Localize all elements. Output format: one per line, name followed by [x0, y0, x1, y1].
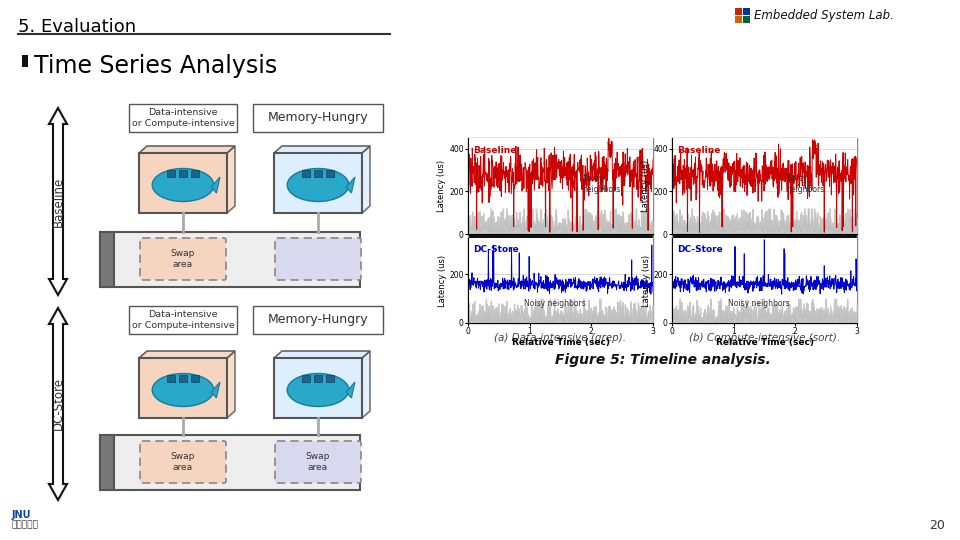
Bar: [129, 104, 237, 132]
Ellipse shape: [153, 374, 214, 407]
Bar: [672, 234, 857, 238]
Text: Baseline: Baseline: [678, 146, 721, 154]
FancyBboxPatch shape: [275, 238, 361, 280]
Text: Baseline: Baseline: [52, 177, 64, 227]
Y-axis label: Latency (us): Latency (us): [438, 160, 446, 212]
Ellipse shape: [287, 374, 348, 407]
Bar: [139, 358, 227, 418]
Bar: [253, 306, 383, 334]
Bar: [314, 170, 322, 177]
Bar: [326, 375, 334, 382]
Text: (a) Data-intensive (grep).: (a) Data-intensive (grep).: [494, 333, 627, 343]
Bar: [191, 375, 199, 382]
Text: Swap
area: Swap area: [171, 453, 195, 472]
Text: Data-intensive
or Compute-intensive: Data-intensive or Compute-intensive: [132, 109, 234, 127]
Text: Data-intensive
or Compute-intensive: Data-intensive or Compute-intensive: [132, 310, 234, 330]
Y-axis label: Latency (us): Latency (us): [438, 254, 446, 307]
Polygon shape: [274, 351, 370, 358]
Polygon shape: [347, 177, 355, 193]
Text: Noisy neighbors: Noisy neighbors: [728, 299, 789, 308]
Bar: [167, 375, 175, 382]
Text: Memory-Hungry: Memory-Hungry: [268, 111, 369, 125]
Y-axis label: Latency (us): Latency (us): [641, 254, 651, 307]
Polygon shape: [211, 382, 220, 398]
Text: 단국대학교: 단국대학교: [12, 520, 38, 529]
Polygon shape: [139, 351, 235, 358]
Ellipse shape: [153, 168, 214, 201]
FancyBboxPatch shape: [140, 238, 226, 280]
Polygon shape: [139, 146, 235, 153]
Polygon shape: [49, 308, 67, 500]
Bar: [735, 16, 742, 23]
Bar: [468, 234, 653, 238]
Bar: [274, 153, 362, 213]
Text: 5. Evaluation: 5. Evaluation: [18, 18, 136, 36]
Bar: [191, 170, 199, 177]
Text: DC-Store: DC-Store: [473, 245, 519, 254]
Text: Swap
area: Swap area: [306, 453, 330, 472]
Text: Embedded System Lab.: Embedded System Lab.: [754, 10, 894, 23]
Bar: [314, 375, 322, 382]
Polygon shape: [347, 382, 355, 398]
Bar: [22, 55, 28, 67]
Text: Figure 5: Timeline analysis.: Figure 5: Timeline analysis.: [555, 353, 770, 367]
Ellipse shape: [287, 168, 348, 201]
Text: 20: 20: [929, 519, 945, 532]
Bar: [129, 306, 237, 334]
Polygon shape: [362, 146, 370, 213]
Text: DC-Store: DC-Store: [52, 377, 64, 430]
Polygon shape: [362, 351, 370, 418]
Text: Baseline: Baseline: [473, 146, 516, 154]
Bar: [253, 104, 383, 132]
Bar: [302, 170, 310, 177]
Bar: [672, 138, 857, 323]
Bar: [468, 138, 653, 323]
Bar: [735, 8, 742, 15]
FancyBboxPatch shape: [140, 441, 226, 483]
Bar: [326, 170, 334, 177]
X-axis label: Relative Time (sec): Relative Time (sec): [512, 338, 610, 347]
Text: Noisy
neighbors: Noisy neighbors: [786, 174, 825, 194]
Polygon shape: [274, 146, 370, 153]
Y-axis label: Latency (us): Latency (us): [641, 160, 651, 212]
Bar: [302, 375, 310, 382]
Bar: [100, 435, 114, 490]
Bar: [100, 232, 360, 287]
Bar: [139, 153, 227, 213]
Text: DC-Store: DC-Store: [678, 245, 723, 254]
Polygon shape: [227, 351, 235, 418]
Text: Noisy
neighbors: Noisy neighbors: [583, 174, 621, 194]
Text: Noisy neighbors: Noisy neighbors: [523, 299, 586, 308]
Bar: [743, 16, 750, 23]
Text: JNU: JNU: [12, 510, 32, 520]
FancyBboxPatch shape: [275, 441, 361, 483]
X-axis label: Relative Time (sec): Relative Time (sec): [715, 338, 813, 347]
Bar: [274, 358, 362, 418]
Bar: [167, 170, 175, 177]
Bar: [179, 170, 187, 177]
Text: (b) Compute-intensive (sort).: (b) Compute-intensive (sort).: [689, 333, 840, 343]
Polygon shape: [227, 146, 235, 213]
Polygon shape: [211, 177, 220, 193]
Bar: [100, 232, 114, 287]
Text: Swap
area: Swap area: [171, 249, 195, 269]
Bar: [743, 8, 750, 15]
Bar: [100, 435, 360, 490]
Bar: [179, 375, 187, 382]
Polygon shape: [49, 108, 67, 295]
Text: Time Series Analysis: Time Series Analysis: [34, 54, 277, 78]
Text: Memory-Hungry: Memory-Hungry: [268, 314, 369, 327]
